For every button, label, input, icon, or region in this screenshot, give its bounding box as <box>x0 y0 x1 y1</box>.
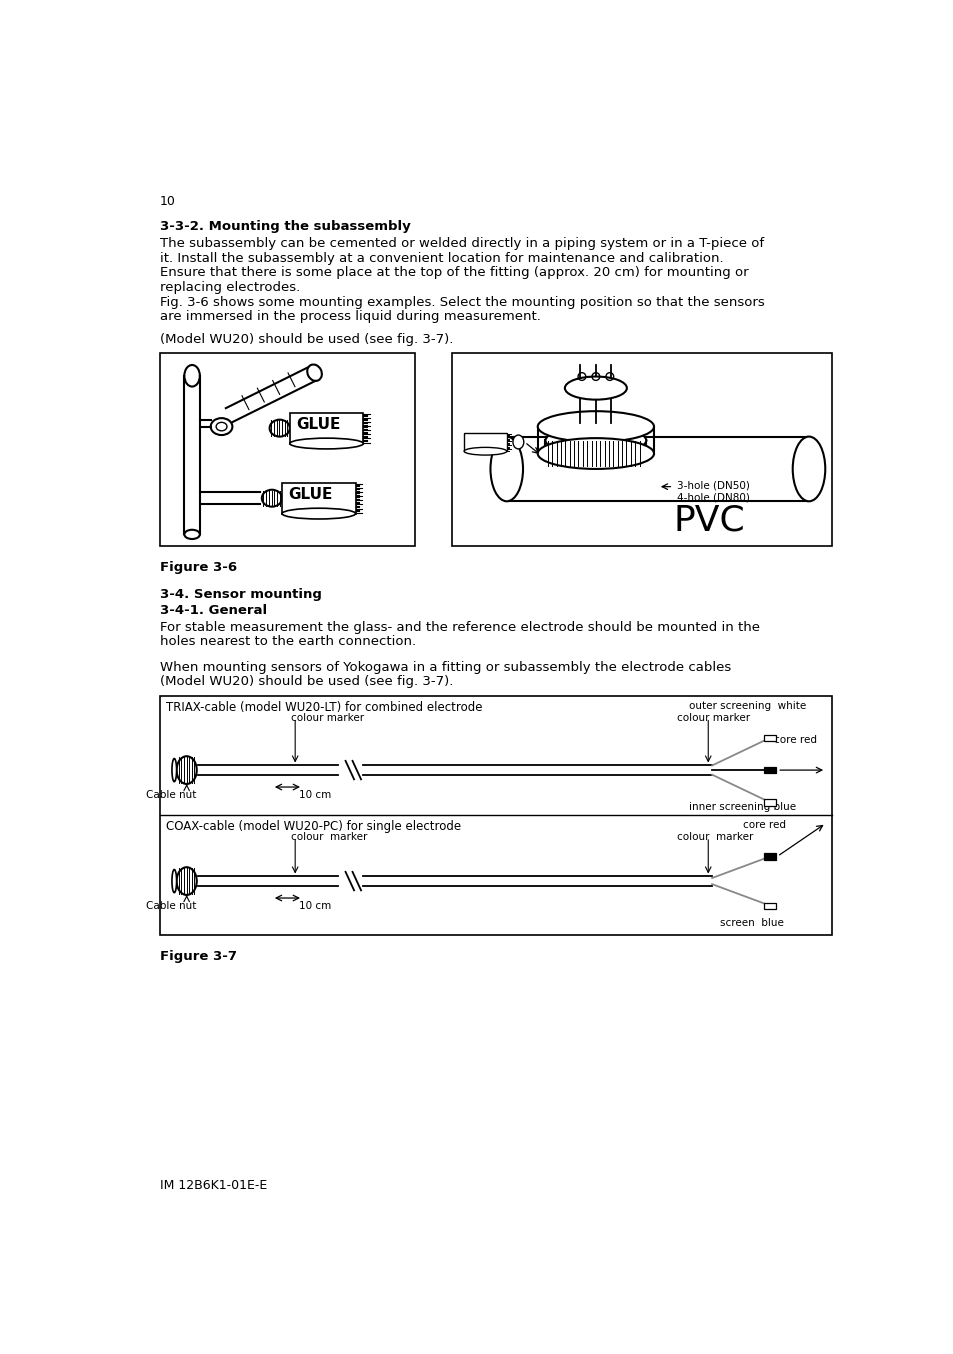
Bar <box>290 413 363 444</box>
Bar <box>763 903 776 909</box>
Ellipse shape <box>290 439 363 450</box>
Text: 3-4. Sensor mounting: 3-4. Sensor mounting <box>159 588 321 601</box>
Bar <box>282 483 355 513</box>
Ellipse shape <box>261 490 282 506</box>
Ellipse shape <box>545 427 645 455</box>
Bar <box>763 799 776 806</box>
Bar <box>159 353 415 546</box>
Ellipse shape <box>172 758 176 781</box>
Text: 3-3-2. Mounting the subassembly: 3-3-2. Mounting the subassembly <box>159 221 410 233</box>
Text: colour  marker: colour marker <box>677 833 753 842</box>
Text: Figure 3-6: Figure 3-6 <box>159 562 236 574</box>
Text: PVC: PVC <box>673 504 744 538</box>
Bar <box>763 735 776 741</box>
Ellipse shape <box>537 439 654 468</box>
Ellipse shape <box>184 529 199 539</box>
Bar <box>159 696 831 934</box>
Text: 10 cm: 10 cm <box>298 791 331 800</box>
Bar <box>763 853 776 860</box>
Text: colour  marker: colour marker <box>291 833 367 842</box>
Ellipse shape <box>545 440 645 467</box>
Text: core red: core red <box>773 735 817 745</box>
Bar <box>763 766 776 773</box>
Text: GLUE: GLUE <box>465 436 492 445</box>
Text: GLUE: GLUE <box>288 487 333 502</box>
Text: For stable measurement the glass- and the reference electrode should be mounted : For stable measurement the glass- and th… <box>159 620 759 634</box>
Text: Figure 3-7: Figure 3-7 <box>159 951 236 963</box>
Text: screen  blue: screen blue <box>720 918 783 927</box>
Text: core red: core red <box>742 821 785 830</box>
Ellipse shape <box>564 376 626 399</box>
Text: IM 12B6K1-01E-E: IM 12B6K1-01E-E <box>159 1179 267 1192</box>
Ellipse shape <box>537 412 654 441</box>
Ellipse shape <box>211 418 233 435</box>
Text: colour marker: colour marker <box>291 714 364 723</box>
Text: 3-hole (DN50): 3-hole (DN50) <box>677 481 749 490</box>
Ellipse shape <box>176 757 196 784</box>
Text: are immersed in the process liquid during measurement.: are immersed in the process liquid durin… <box>159 310 539 324</box>
Bar <box>464 433 506 451</box>
Ellipse shape <box>464 447 506 455</box>
Ellipse shape <box>282 508 355 519</box>
Ellipse shape <box>792 436 824 501</box>
Ellipse shape <box>490 436 522 501</box>
Text: Fig. 3-6 shows some mounting examples. Select the mounting position so that the : Fig. 3-6 shows some mounting examples. S… <box>159 295 763 309</box>
Text: When mounting sensors of Yokogawa in a fitting or subassembly the electrode cabl: When mounting sensors of Yokogawa in a f… <box>159 661 730 674</box>
Text: inner screening blue: inner screening blue <box>688 802 795 811</box>
Text: 4-hole (DN80): 4-hole (DN80) <box>677 493 749 502</box>
Text: colour marker: colour marker <box>677 714 750 723</box>
Ellipse shape <box>513 435 523 450</box>
Text: The subassembly can be cemented or welded directly in a piping system or in a T-: The subassembly can be cemented or welde… <box>159 237 762 250</box>
Text: Cable nut: Cable nut <box>146 791 196 800</box>
Text: TRIAX-cable (model WU20-LT) for combined electrode: TRIAX-cable (model WU20-LT) for combined… <box>166 701 482 714</box>
Text: replacing electrodes.: replacing electrodes. <box>159 282 299 294</box>
Text: it. Install the subassembly at a convenient location for maintenance and calibra: it. Install the subassembly at a conveni… <box>159 252 722 265</box>
Ellipse shape <box>270 420 290 436</box>
Text: outer screening  white: outer screening white <box>688 701 805 711</box>
Text: holes nearest to the earth connection.: holes nearest to the earth connection. <box>159 635 416 649</box>
Text: (Model WU20) should be used (see fig. 3-7).: (Model WU20) should be used (see fig. 3-… <box>159 333 453 345</box>
Ellipse shape <box>176 867 196 895</box>
Text: 3-4-1. General: 3-4-1. General <box>159 604 267 617</box>
Text: Cable nut: Cable nut <box>146 902 196 911</box>
Ellipse shape <box>172 869 176 892</box>
Text: 10 cm: 10 cm <box>298 902 331 911</box>
Text: GLUE: GLUE <box>295 417 340 432</box>
Text: Ensure that there is some place at the top of the fitting (approx. 20 cm) for mo: Ensure that there is some place at the t… <box>159 267 747 279</box>
Text: (Model WU20) should be used (see fig. 3-7).: (Model WU20) should be used (see fig. 3-… <box>159 676 453 688</box>
Text: 10: 10 <box>159 195 175 207</box>
Text: COAX-cable (model WU20-PC) for single electrode: COAX-cable (model WU20-PC) for single el… <box>166 821 460 833</box>
Ellipse shape <box>307 364 321 380</box>
Bar <box>452 353 831 546</box>
